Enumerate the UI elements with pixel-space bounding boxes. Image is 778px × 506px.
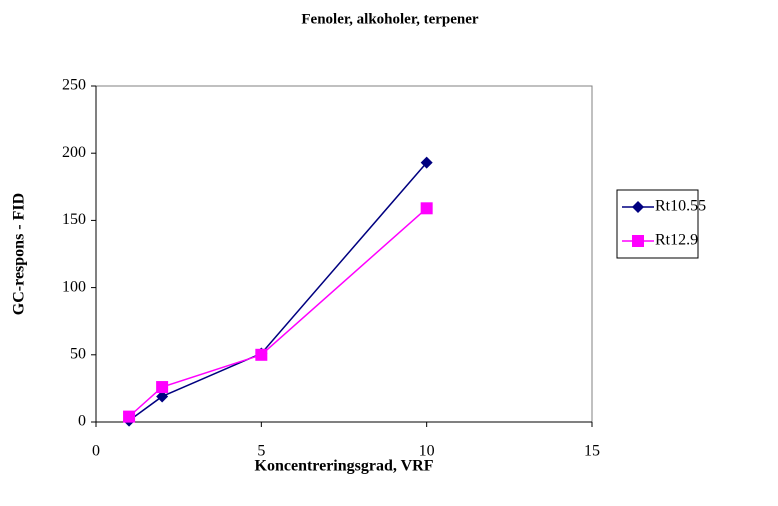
- y-tick-label: 100: [62, 278, 86, 295]
- x-tick-label: 0: [92, 443, 100, 460]
- marker: [420, 202, 433, 215]
- legend-label: Rt12.9: [655, 232, 698, 249]
- x-tick-label: 10: [419, 443, 435, 460]
- y-tick-label: 50: [70, 345, 86, 362]
- x-tick-label: 15: [584, 443, 600, 460]
- y-tick-label: 150: [62, 211, 86, 228]
- legend-label: Rt10.55: [655, 198, 706, 215]
- marker: [255, 348, 268, 361]
- y-axis-label: GC-respons - FID: [11, 193, 28, 315]
- y-tick-label: 200: [62, 144, 86, 161]
- marker: [156, 390, 169, 403]
- plot-area: [95, 85, 593, 423]
- series-line: [128, 207, 428, 418]
- y-tick-label: 250: [62, 77, 86, 94]
- chart-title: Fenoler, alkoholer, terpener: [301, 11, 479, 27]
- marker: [420, 156, 433, 169]
- legend-marker: [632, 201, 644, 213]
- legend-marker: [632, 235, 644, 247]
- marker: [156, 381, 169, 394]
- marker: [123, 410, 136, 423]
- y-tick-label: 0: [78, 413, 86, 430]
- legend-box: [616, 189, 699, 259]
- series-line: [128, 162, 428, 422]
- x-axis-label: Koncentreringsgrad, VRF: [255, 458, 434, 475]
- x-tick-label: 5: [257, 443, 265, 460]
